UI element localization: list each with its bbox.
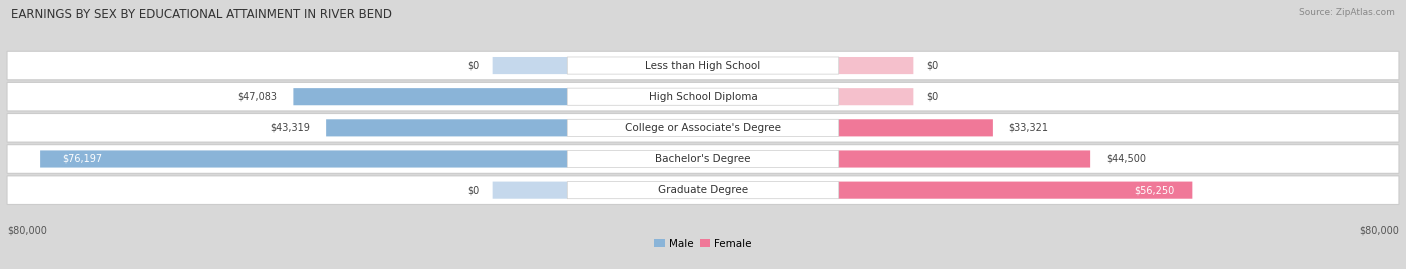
Text: $0: $0 bbox=[927, 92, 939, 102]
FancyBboxPatch shape bbox=[41, 150, 567, 168]
Text: $0: $0 bbox=[467, 185, 479, 195]
Text: Graduate Degree: Graduate Degree bbox=[658, 185, 748, 195]
FancyBboxPatch shape bbox=[294, 88, 567, 105]
FancyBboxPatch shape bbox=[7, 114, 1399, 142]
Text: EARNINGS BY SEX BY EDUCATIONAL ATTAINMENT IN RIVER BEND: EARNINGS BY SEX BY EDUCATIONAL ATTAINMEN… bbox=[11, 8, 392, 21]
FancyBboxPatch shape bbox=[567, 150, 839, 168]
FancyBboxPatch shape bbox=[567, 182, 839, 199]
FancyBboxPatch shape bbox=[7, 52, 1399, 80]
FancyBboxPatch shape bbox=[567, 119, 839, 136]
Text: $44,500: $44,500 bbox=[1105, 154, 1146, 164]
Text: $0: $0 bbox=[467, 61, 479, 70]
FancyBboxPatch shape bbox=[839, 150, 1090, 168]
FancyBboxPatch shape bbox=[839, 119, 993, 136]
Text: High School Diploma: High School Diploma bbox=[648, 92, 758, 102]
Text: Less than High School: Less than High School bbox=[645, 61, 761, 70]
Text: Source: ZipAtlas.com: Source: ZipAtlas.com bbox=[1299, 8, 1395, 17]
Text: $47,083: $47,083 bbox=[238, 92, 278, 102]
Text: $43,319: $43,319 bbox=[270, 123, 311, 133]
Legend: Male, Female: Male, Female bbox=[650, 234, 756, 253]
Text: $76,197: $76,197 bbox=[62, 154, 103, 164]
FancyBboxPatch shape bbox=[7, 176, 1399, 204]
FancyBboxPatch shape bbox=[839, 182, 1192, 199]
FancyBboxPatch shape bbox=[839, 57, 914, 74]
FancyBboxPatch shape bbox=[7, 83, 1399, 111]
Text: $80,000: $80,000 bbox=[1360, 225, 1399, 235]
FancyBboxPatch shape bbox=[326, 119, 567, 136]
Text: $33,321: $33,321 bbox=[1008, 123, 1049, 133]
Text: $0: $0 bbox=[927, 61, 939, 70]
Text: $56,250: $56,250 bbox=[1135, 185, 1175, 195]
FancyBboxPatch shape bbox=[567, 57, 839, 74]
Text: $80,000: $80,000 bbox=[7, 225, 46, 235]
Text: Bachelor's Degree: Bachelor's Degree bbox=[655, 154, 751, 164]
FancyBboxPatch shape bbox=[567, 88, 839, 105]
FancyBboxPatch shape bbox=[492, 57, 567, 74]
FancyBboxPatch shape bbox=[839, 88, 914, 105]
Text: College or Associate's Degree: College or Associate's Degree bbox=[626, 123, 780, 133]
FancyBboxPatch shape bbox=[492, 182, 567, 199]
FancyBboxPatch shape bbox=[7, 145, 1399, 173]
